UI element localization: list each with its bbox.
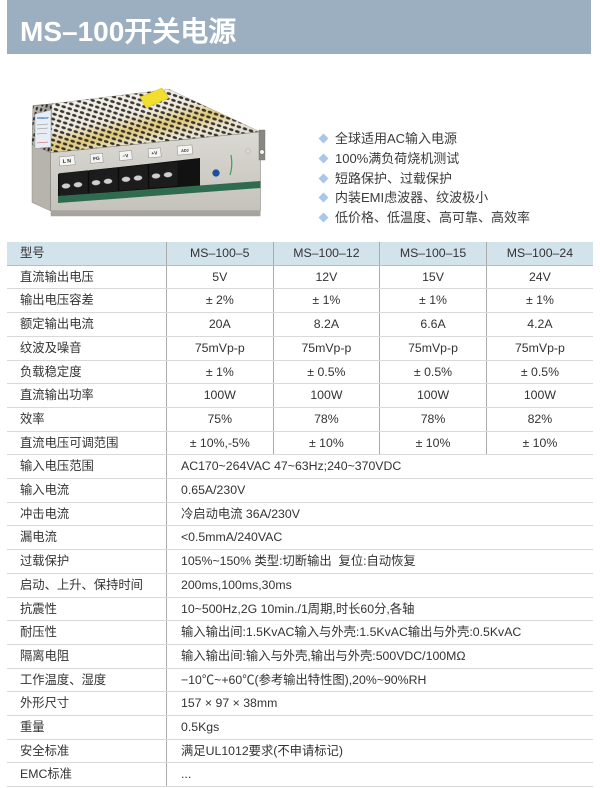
svg-text:ADJ: ADJ	[181, 149, 189, 154]
svg-text:L N: L N	[63, 158, 72, 165]
svg-text:GDBEST: GDBEST	[37, 116, 49, 120]
svg-text:FG: FG	[93, 156, 100, 163]
